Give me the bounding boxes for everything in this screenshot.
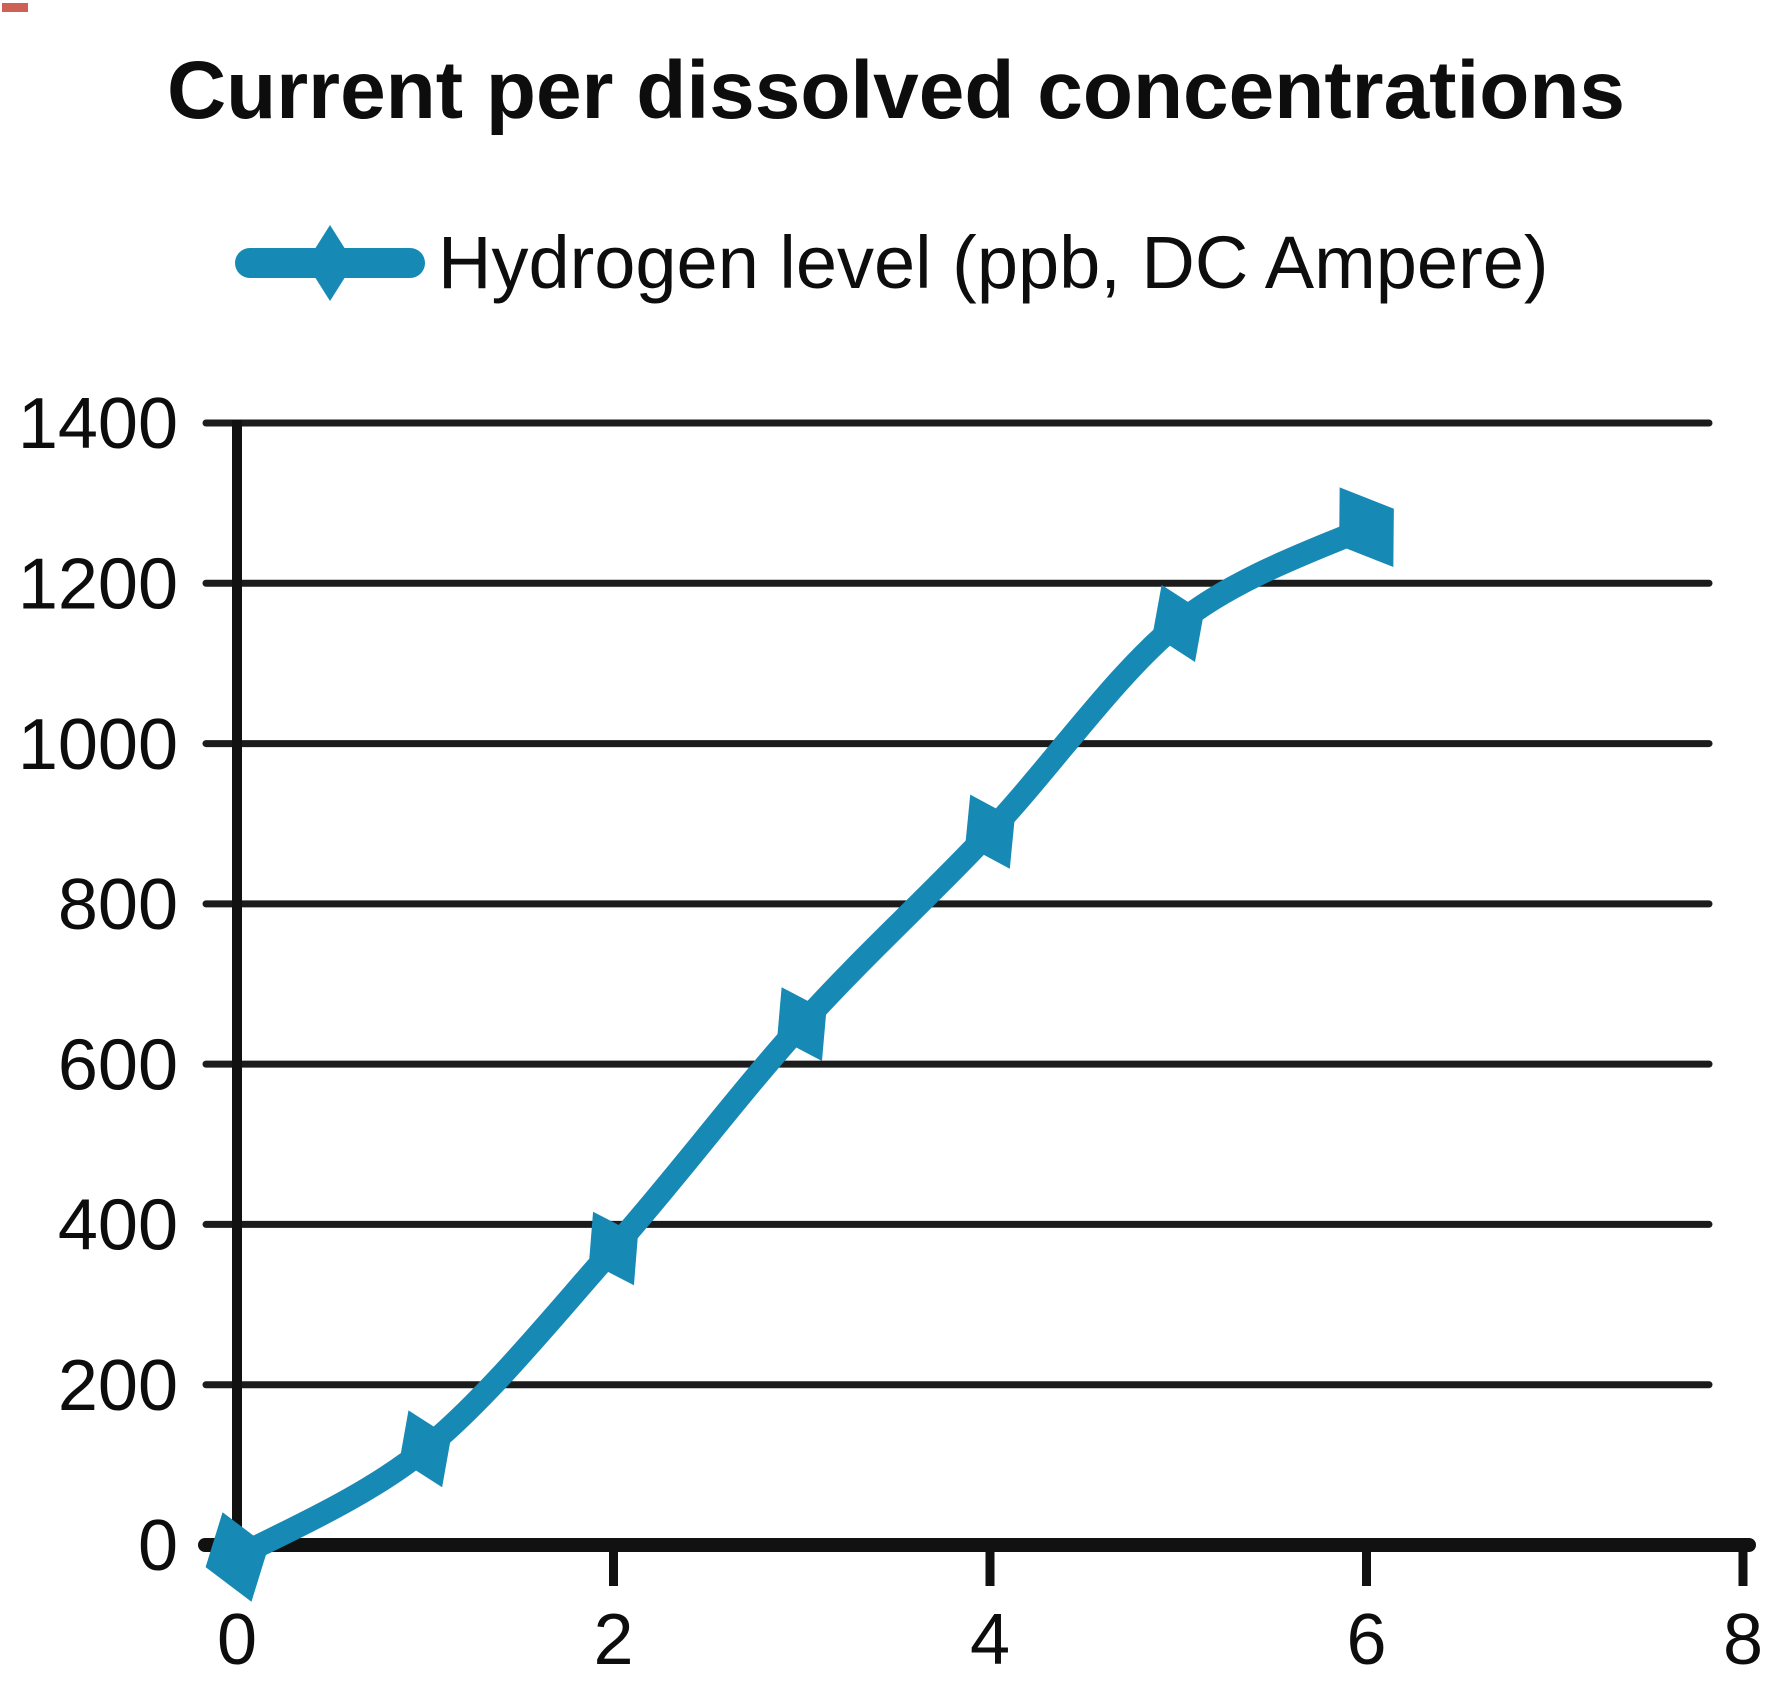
series-markers bbox=[205, 487, 1394, 1602]
x-tick-label: 4 bbox=[970, 1600, 1010, 1680]
y-tick-label: 1400 bbox=[18, 384, 178, 464]
x-tick-label: 2 bbox=[593, 1600, 633, 1680]
series-marker-diamond bbox=[1339, 487, 1394, 567]
y-tick-label: 400 bbox=[58, 1186, 178, 1266]
x-axis-labels: 0 2 4 6 8 bbox=[217, 1600, 1763, 1680]
x-tick-label: 8 bbox=[1723, 1600, 1763, 1680]
gridlines bbox=[202, 419, 1713, 1389]
x-tick-label: 6 bbox=[1346, 1600, 1386, 1680]
series-marker-diamond bbox=[777, 987, 827, 1061]
y-tick-label: 600 bbox=[58, 1025, 178, 1105]
legend: Hydrogen level (ppb, DC Ampere) bbox=[235, 221, 1549, 304]
series-marker-diamond bbox=[399, 1410, 451, 1488]
y-tick-label: 800 bbox=[58, 865, 178, 945]
legend-label: Hydrogen level (ppb, DC Ampere) bbox=[438, 221, 1549, 304]
y-tick-label: 0 bbox=[138, 1506, 178, 1586]
chart-title: Current per dissolved concentrations bbox=[167, 45, 1625, 136]
series-marker-diamond bbox=[965, 794, 1015, 869]
corner-artifact bbox=[2, 3, 28, 12]
series-marker-diamond bbox=[1152, 584, 1204, 662]
series-marker-diamond bbox=[589, 1211, 638, 1286]
y-tick-label: 1000 bbox=[18, 705, 178, 785]
y-tick-label: 1200 bbox=[18, 544, 178, 624]
series-marker-diamond bbox=[205, 1512, 269, 1602]
legend-diamond-icon bbox=[306, 225, 354, 301]
x-tick-label: 0 bbox=[217, 1600, 257, 1680]
y-tick-label: 200 bbox=[58, 1346, 178, 1426]
y-axis-labels: 0 200 400 600 800 1000 1200 1400 bbox=[18, 384, 178, 1586]
